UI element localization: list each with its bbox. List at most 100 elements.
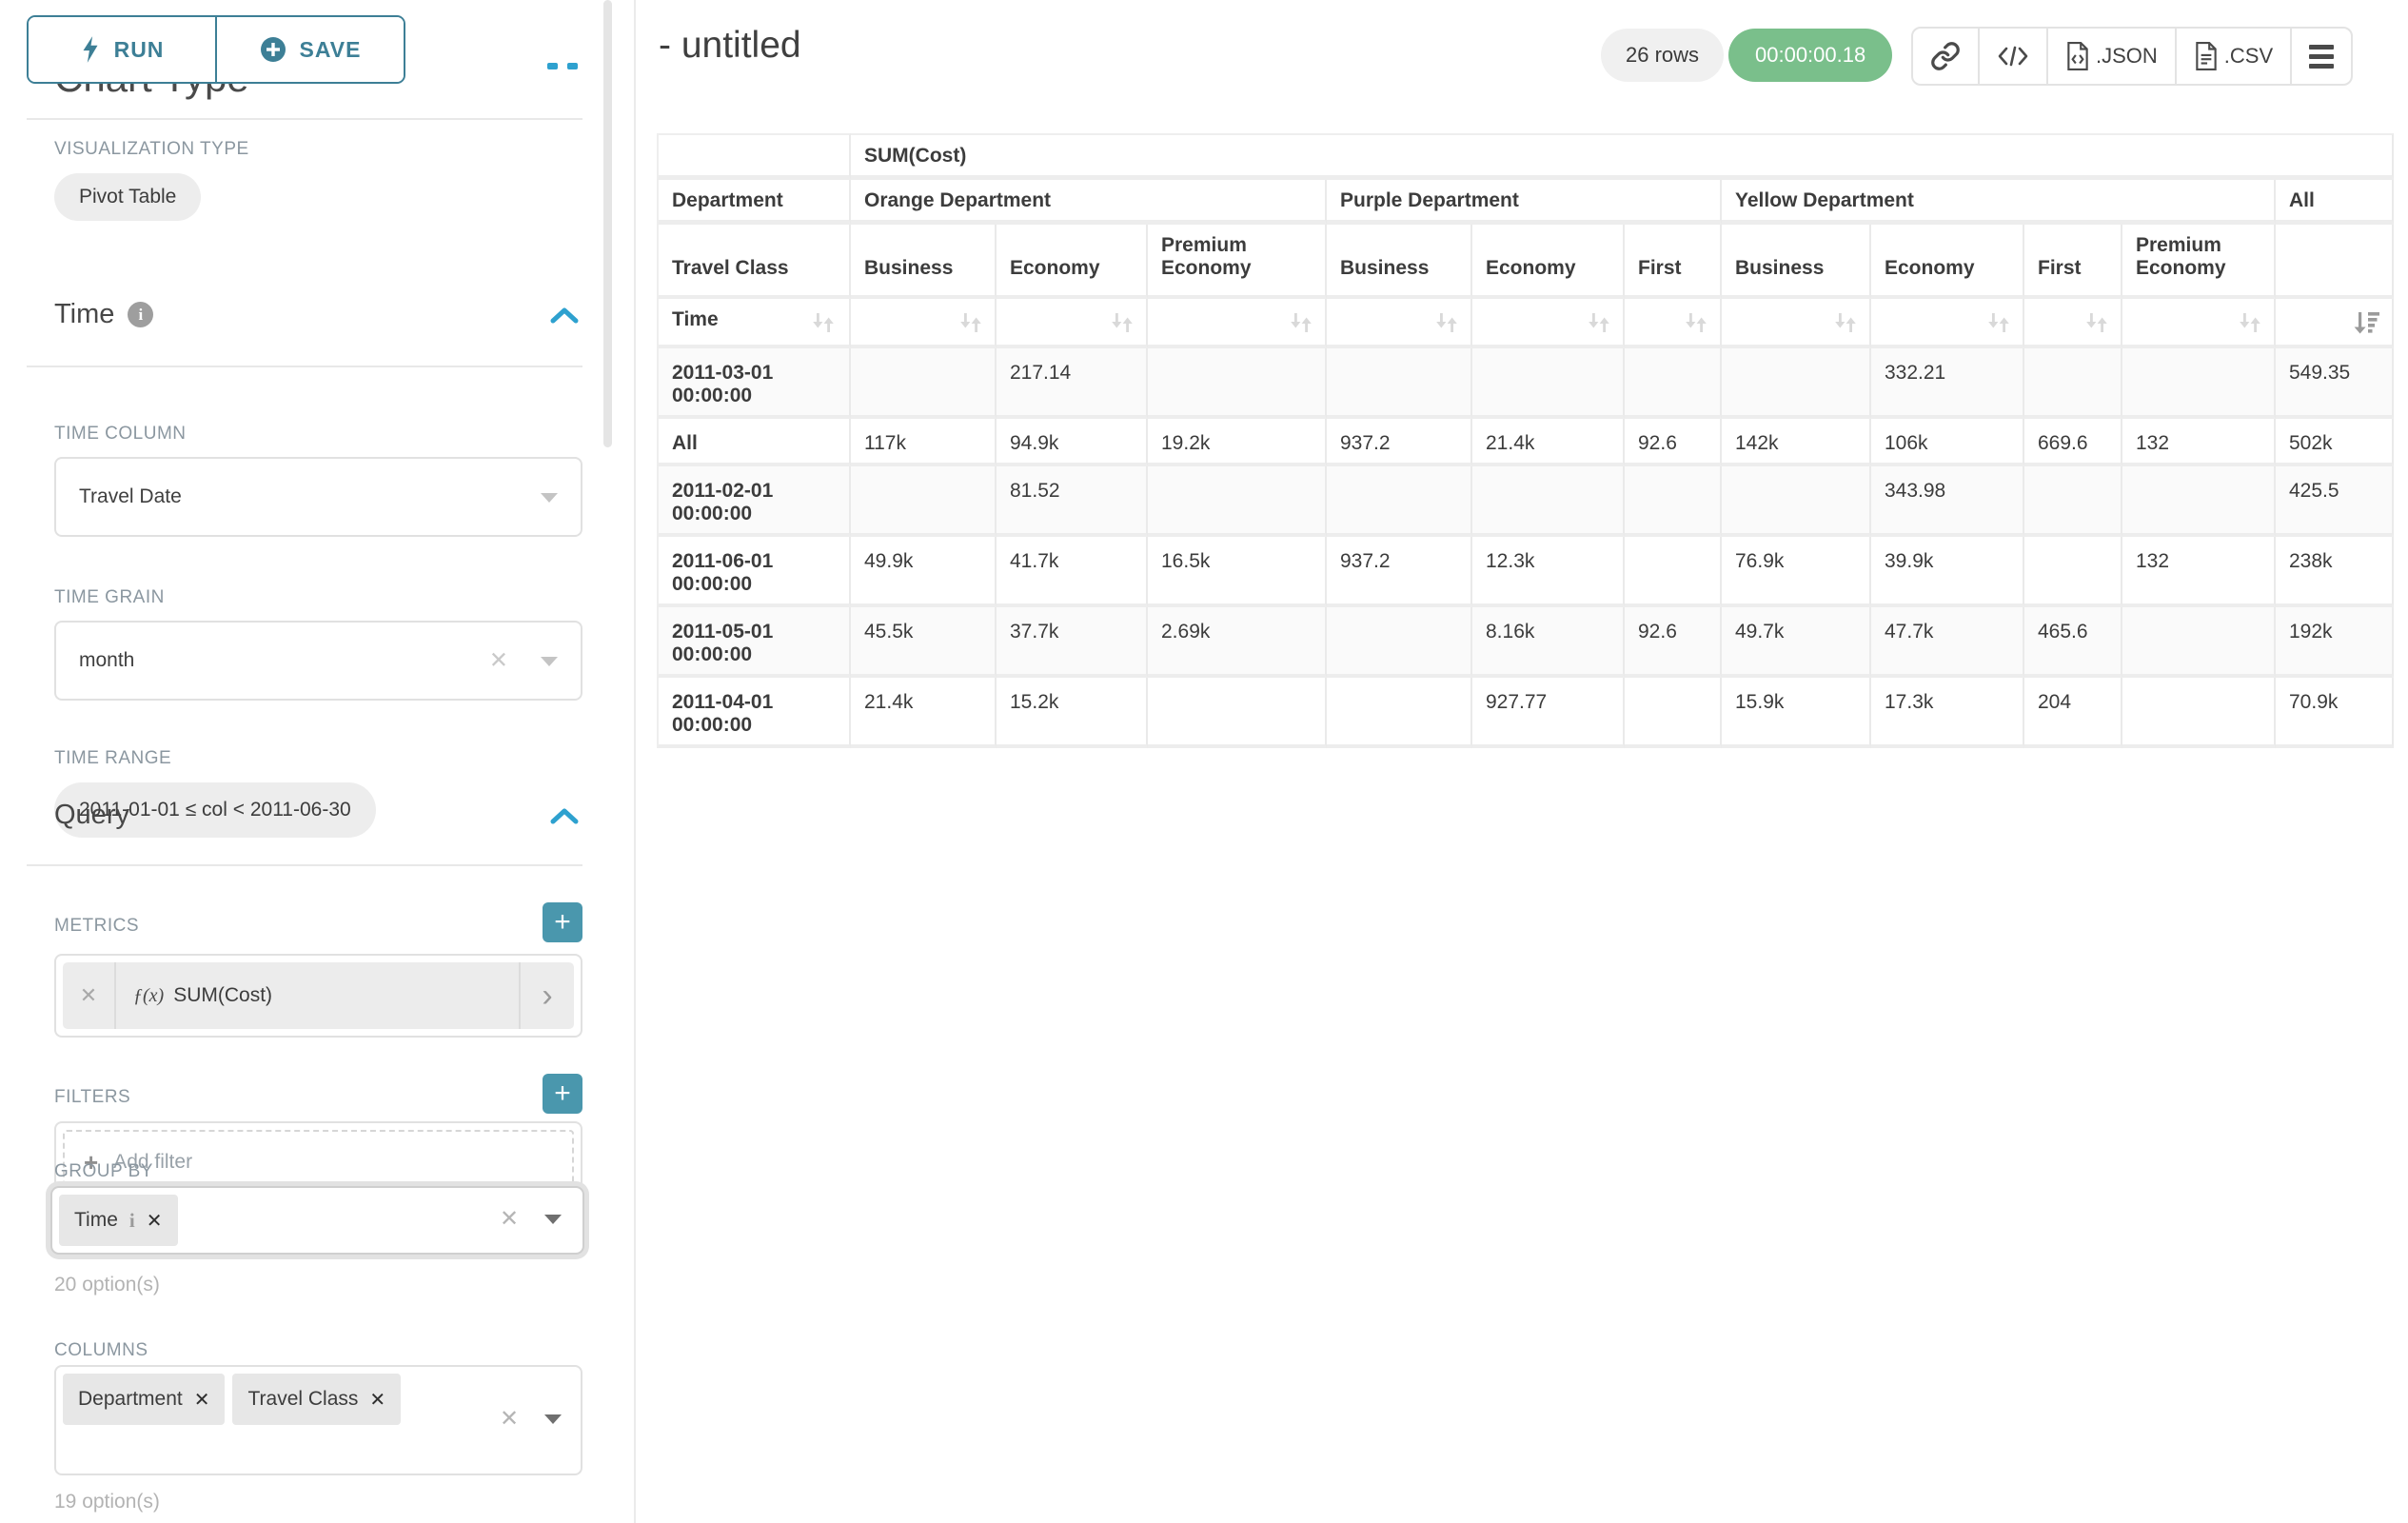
column-sort-header[interactable]	[2122, 299, 2276, 348]
section-divider	[27, 864, 582, 866]
column-sort-header[interactable]	[851, 299, 997, 348]
column-sort-header[interactable]	[1722, 299, 1871, 348]
pivot-cell: 669.6	[2024, 419, 2122, 466]
save-button[interactable]: SAVE	[215, 17, 404, 82]
column-sort-header[interactable]	[1472, 299, 1625, 348]
section-divider	[27, 118, 582, 120]
chevron-down-icon[interactable]	[544, 1414, 562, 1424]
export-json-button[interactable]: .JSON	[2046, 29, 2175, 84]
pivot-cell: 142k	[1722, 419, 1871, 466]
pivot-cell: 549.35	[2276, 348, 2394, 419]
corner-cell	[657, 133, 851, 180]
column-sort-header[interactable]	[1871, 299, 2024, 348]
pivot-cell	[1148, 466, 1327, 537]
metrics-box: ✕ ƒ(x) SUM(Cost) ›	[54, 954, 582, 1038]
time-grain-label: TIME GRAIN	[54, 587, 165, 607]
run-button[interactable]: RUN	[29, 17, 215, 82]
column-sort-header[interactable]	[1625, 299, 1722, 348]
filters-label: FILTERS	[54, 1087, 131, 1107]
pivot-cell: 937.2	[1327, 537, 1472, 607]
chevron-down-icon[interactable]	[544, 1215, 562, 1224]
column-sort-header[interactable]	[1148, 299, 1327, 348]
bolt-icon	[83, 36, 98, 63]
columns-label: COLUMNS	[54, 1340, 148, 1360]
chart-title[interactable]: - untitled	[659, 25, 801, 66]
row-label: 2011-05-01 00:00:00	[657, 607, 851, 678]
clear-icon[interactable]: ✕	[488, 647, 508, 674]
remove-metric-icon[interactable]: ✕	[63, 962, 116, 1029]
columns-chip[interactable]: Travel Class ✕	[232, 1374, 402, 1425]
travel-class-header: Premium Economy	[2122, 225, 2276, 299]
time-range-label: TIME RANGE	[54, 748, 172, 768]
pivot-cell	[1148, 348, 1327, 419]
time-range-value[interactable]: 2011-01-01 ≤ col < 2011-06-30	[54, 782, 376, 838]
sidebar-scrollbar[interactable]	[603, 0, 612, 447]
metric-chip[interactable]: ✕ ƒ(x) SUM(Cost) ›	[63, 962, 574, 1029]
department-group-header: Orange Department	[851, 180, 1327, 225]
sort-icon	[1436, 313, 1457, 332]
viz-type-label: VISUALIZATION TYPE	[54, 139, 249, 159]
add-filter-button[interactable]: +	[543, 1074, 582, 1114]
collapse-query-icon[interactable]	[550, 807, 579, 826]
pivot-cell	[1472, 348, 1625, 419]
pivot-cell: 21.4k	[1472, 419, 1625, 466]
pivot-cell	[1722, 348, 1871, 419]
viz-type-value[interactable]: Pivot Table	[54, 173, 202, 221]
pivot-row: 2011-02-01 00:00:00 81.52 343.98 425.5	[657, 466, 2394, 537]
menu-button[interactable]	[2290, 29, 2351, 84]
metrics-label: METRICS	[54, 916, 139, 936]
columns-select[interactable]: Department ✕ Travel Class ✕	[54, 1365, 582, 1475]
pivot-cell: 49.9k	[851, 537, 997, 607]
sort-icon	[2240, 313, 2260, 332]
group-by-chip[interactable]: Time i ✕	[59, 1195, 178, 1246]
info-icon: i	[128, 1208, 135, 1232]
pivot-cell: 47.7k	[1871, 607, 2024, 678]
file-code-icon	[2067, 42, 2088, 70]
remove-chip-icon[interactable]: ✕	[146, 1210, 163, 1232]
metric-name: SUM(Cost)	[173, 984, 273, 1006]
sort-icon	[960, 313, 981, 332]
time-grain-select[interactable]: month ✕	[54, 621, 582, 701]
function-icon: ƒ(x)	[133, 984, 165, 1006]
pivot-cell: 92.6	[1625, 419, 1722, 466]
travel-class-header: First	[2024, 225, 2122, 299]
row-dimension-sort-header[interactable]: Time	[657, 299, 851, 348]
time-column-select[interactable]: Travel Date	[54, 457, 582, 537]
view-query-button[interactable]	[1978, 29, 2046, 84]
column-sort-header[interactable]	[2024, 299, 2122, 348]
column-sort-header[interactable]	[997, 299, 1148, 348]
clear-icon[interactable]: ✕	[500, 1406, 520, 1432]
column-sort-header[interactable]	[2276, 299, 2394, 348]
remove-chip-icon[interactable]: ✕	[369, 1389, 386, 1411]
remove-chip-icon[interactable]: ✕	[193, 1389, 210, 1411]
travel-class-header: Economy	[997, 225, 1148, 299]
share-link-button[interactable]	[1913, 29, 1978, 84]
group-by-select[interactable]: Time i ✕	[50, 1186, 584, 1255]
code-icon	[1998, 46, 2028, 67]
chevron-right-icon[interactable]: ›	[519, 962, 574, 1029]
info-icon: i	[128, 302, 154, 327]
pivot-cell: 21.4k	[851, 678, 997, 748]
time-column-label: TIME COLUMN	[54, 424, 187, 444]
columns-chip[interactable]: Department ✕	[63, 1374, 226, 1425]
plus-icon: +	[84, 1147, 99, 1177]
column-sort-header[interactable]	[1327, 299, 1472, 348]
pivot-cell	[1327, 678, 1472, 748]
pivot-cell: 41.7k	[997, 537, 1148, 607]
pivot-cell: 465.6	[2024, 607, 2122, 678]
pivot-row: 2011-03-01 00:00:00 217.14 332.21 549.35	[657, 348, 2394, 419]
department-group-header: Purple Department	[1327, 180, 1722, 225]
hamburger-icon	[2309, 44, 2335, 69]
pivot-cell: 15.2k	[997, 678, 1148, 748]
clear-icon[interactable]: ✕	[500, 1206, 520, 1232]
pivot-cell: 49.7k	[1722, 607, 1871, 678]
row-label: 2011-02-01 00:00:00	[657, 466, 851, 537]
collapse-time-icon[interactable]	[550, 307, 579, 326]
add-metric-button[interactable]: +	[543, 902, 582, 942]
export-csv-button[interactable]: .CSV	[2174, 29, 2290, 84]
pivot-cell	[1327, 348, 1472, 419]
sort-icon	[813, 313, 834, 332]
pivot-cell	[1327, 607, 1472, 678]
pivot-cell: 92.6	[1625, 607, 1722, 678]
pivot-cell: 217.14	[997, 348, 1148, 419]
